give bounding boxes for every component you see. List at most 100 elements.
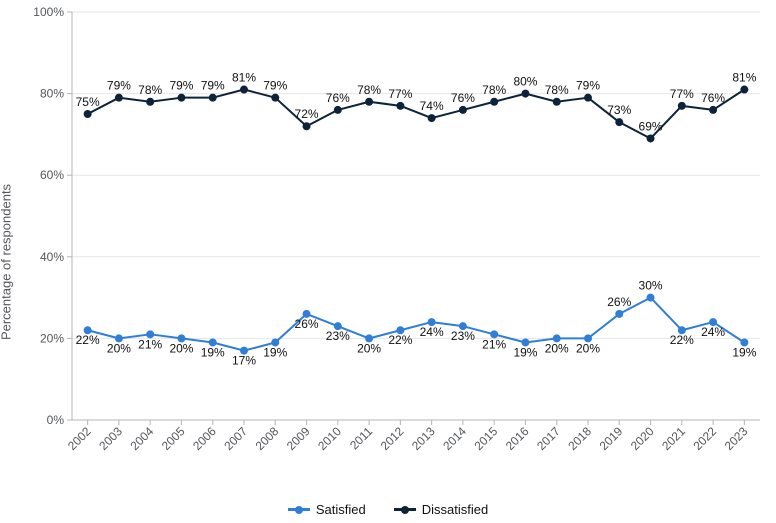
data-label: 76% (451, 91, 475, 105)
data-label: 17% (232, 354, 256, 368)
y-tick-label: 40% (40, 250, 64, 264)
series-marker[interactable] (490, 98, 498, 106)
series-marker[interactable] (84, 110, 92, 118)
series-marker[interactable] (521, 90, 529, 98)
data-label: 80% (513, 75, 537, 89)
x-tick-label: 2011 (347, 424, 375, 452)
data-label: 21% (138, 337, 162, 351)
y-tick-label: 100% (33, 5, 64, 19)
x-tick-label: 2005 (159, 424, 188, 453)
data-label: 20% (545, 341, 569, 355)
series-marker[interactable] (740, 86, 748, 94)
y-tick-label: 80% (40, 87, 64, 101)
series-marker[interactable] (240, 86, 248, 94)
satisfaction-line-chart: Percentage of respondents 0%20%40%60%80%… (0, 0, 776, 523)
series-marker[interactable] (709, 106, 717, 114)
series-marker[interactable] (177, 94, 185, 102)
x-tick-label: 2023 (722, 424, 751, 453)
data-label: 20% (357, 341, 381, 355)
x-tick-label: 2010 (315, 424, 344, 453)
x-tick-label: 2019 (597, 424, 626, 453)
series-marker[interactable] (678, 102, 686, 110)
series-marker[interactable] (334, 106, 342, 114)
data-label: 20% (576, 341, 600, 355)
data-label: 78% (545, 83, 569, 97)
data-label: 24% (420, 325, 444, 339)
data-label: 75% (76, 95, 100, 109)
x-tick-label: 2008 (253, 424, 282, 453)
y-tick-label: 20% (40, 331, 64, 345)
x-tick-label: 2009 (284, 424, 313, 453)
legend-label: Satisfied (316, 502, 366, 517)
data-label: 69% (639, 119, 663, 133)
data-label: 74% (420, 99, 444, 113)
data-label: 19% (201, 345, 225, 359)
series-marker[interactable] (647, 134, 655, 142)
x-tick-label: 2006 (190, 424, 219, 453)
x-tick-label: 2016 (503, 424, 532, 453)
series-marker[interactable] (647, 294, 655, 302)
x-tick-label: 2022 (690, 424, 719, 453)
series-marker[interactable] (271, 94, 279, 102)
data-label: 19% (513, 345, 537, 359)
data-label: 21% (482, 337, 506, 351)
data-label: 79% (263, 79, 287, 93)
y-axis-title: Percentage of respondents (0, 183, 14, 339)
legend-swatch (394, 508, 416, 511)
data-label: 19% (263, 345, 287, 359)
series-marker[interactable] (553, 98, 561, 106)
series-marker[interactable] (584, 94, 592, 102)
data-label: 19% (732, 345, 756, 359)
data-label: 30% (639, 279, 663, 293)
data-label: 79% (107, 79, 131, 93)
data-label: 20% (107, 341, 131, 355)
series-marker[interactable] (615, 310, 623, 318)
data-label: 76% (701, 91, 725, 105)
series-marker[interactable] (146, 98, 154, 106)
data-label: 20% (169, 341, 193, 355)
data-label: 77% (388, 87, 412, 101)
data-label: 77% (670, 87, 694, 101)
data-label: 76% (326, 91, 350, 105)
data-label: 73% (607, 103, 631, 117)
legend-label: Dissatisfied (422, 502, 488, 517)
data-label: 23% (451, 329, 475, 343)
data-label: 81% (732, 71, 756, 85)
series-marker[interactable] (303, 122, 311, 130)
data-label: 23% (326, 329, 350, 343)
x-tick-label: 2021 (659, 424, 688, 453)
series-marker[interactable] (396, 102, 404, 110)
x-tick-label: 2014 (440, 424, 469, 453)
y-tick-label: 0% (47, 413, 65, 427)
series-marker[interactable] (209, 94, 217, 102)
data-label: 78% (357, 83, 381, 97)
data-label: 78% (482, 83, 506, 97)
data-label: 22% (388, 333, 412, 347)
data-label: 26% (295, 317, 319, 331)
x-tick-label: 2004 (128, 424, 157, 453)
x-tick-label: 2003 (96, 424, 125, 453)
legend-item[interactable]: Satisfied (288, 502, 366, 517)
data-label: 78% (138, 83, 162, 97)
legend-item[interactable]: Dissatisfied (394, 502, 488, 517)
series-marker[interactable] (115, 94, 123, 102)
data-label: 26% (607, 295, 631, 309)
y-tick-label: 60% (40, 168, 64, 182)
x-tick-label: 2020 (628, 424, 657, 453)
x-tick-label: 2017 (534, 424, 563, 453)
legend-swatch (288, 508, 310, 511)
x-tick-label: 2013 (409, 424, 438, 453)
x-tick-label: 2015 (472, 424, 501, 453)
x-tick-label: 2007 (221, 424, 250, 453)
series-marker[interactable] (365, 98, 373, 106)
series-marker[interactable] (615, 118, 623, 126)
data-label: 22% (76, 333, 100, 347)
data-label: 22% (670, 333, 694, 347)
x-tick-label: 2012 (378, 424, 407, 453)
series-marker[interactable] (428, 114, 436, 122)
chart-plot-area: 0%20%40%60%80%100%2002200320042005200620… (0, 0, 776, 523)
data-label: 72% (295, 107, 319, 121)
series-marker[interactable] (459, 106, 467, 114)
data-label: 79% (201, 79, 225, 93)
data-label: 79% (576, 79, 600, 93)
